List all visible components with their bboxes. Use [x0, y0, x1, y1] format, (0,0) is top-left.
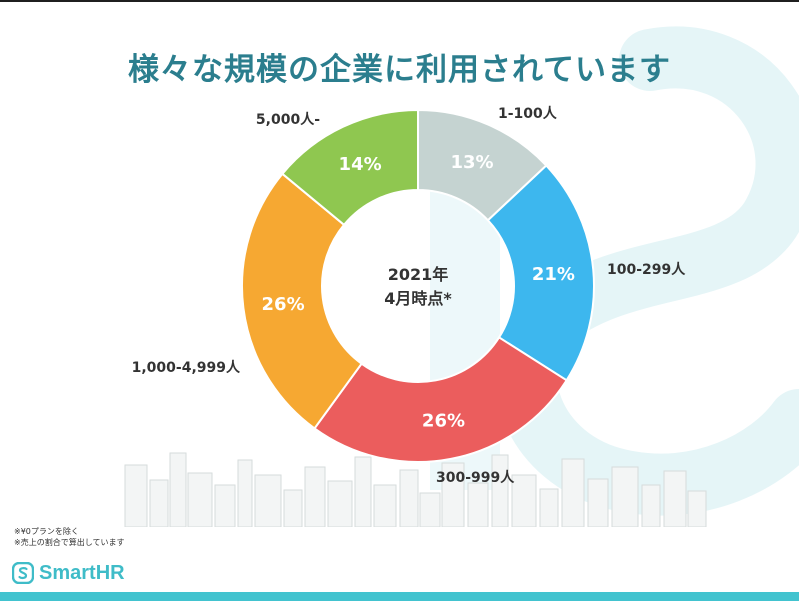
footnotes: ※¥0プランを除く ※売上の割合で算出しています: [14, 526, 124, 548]
smarthr-logo-icon: [12, 562, 34, 584]
donut-center-label: 4月時点*: [384, 289, 452, 308]
donut-slice: [241, 172, 363, 430]
footnote-calculation: ※売上の割合で算出しています: [14, 538, 125, 547]
top-rule: [0, 0, 799, 2]
donut-slice: [313, 336, 568, 463]
slice-value-label: 14%: [339, 154, 382, 175]
brand-logo: SmartHR: [12, 560, 125, 586]
slice-category-label: 300-999人: [436, 469, 515, 486]
slice-category-label: 100-299人: [607, 261, 686, 278]
donut-center-label: 2021年: [388, 265, 449, 284]
slice-category-label: 1,000-4,999人: [132, 359, 241, 376]
slice-value-label: 26%: [422, 411, 465, 432]
slice-value-label: 26%: [262, 294, 305, 315]
city-skyline-illustration: [124, 452, 707, 527]
donut-slice: [486, 164, 595, 382]
bottom-accent-bar: [0, 592, 799, 601]
donut-slice: [280, 108, 419, 227]
slice-value-label: 21%: [532, 264, 575, 285]
slice-value-label: 13%: [450, 152, 493, 173]
slice-category-label: 1-100人: [498, 105, 558, 122]
slice-category-label: 5,000人-: [256, 111, 320, 128]
footnote-plan: ※¥0プランを除く: [14, 527, 79, 536]
page-title: 様々な規模の企業に利用されています: [127, 52, 672, 88]
brand-name: SmartHR: [39, 561, 125, 584]
